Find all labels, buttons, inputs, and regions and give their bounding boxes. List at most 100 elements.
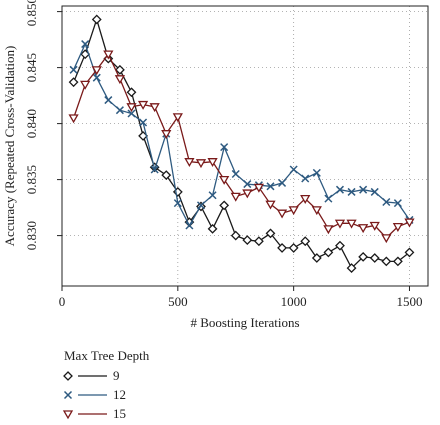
x-marker-stroke [335,185,345,194]
x-marker [382,197,391,207]
x-marker [173,199,182,208]
y-tick-label: 0.840 [24,109,39,138]
y-tick-label: 0.830 [24,221,39,250]
x-marker-stroke [347,187,356,196]
x-marker [185,221,194,230]
diamond-marker [335,240,345,251]
triangle-down-marker [161,130,172,139]
x-marker [243,180,252,189]
diamond-marker [161,170,172,181]
x-marker-stroke [139,118,148,127]
diamond-marker [277,243,287,253]
x-marker [335,185,345,194]
triangle-down-marker [219,175,230,185]
x-tick-label: 500 [168,294,188,309]
diamond-marker [63,371,73,381]
triangle-down-marker [276,209,288,219]
x-marker-stroke [289,165,298,174]
triangle-down-marker [172,113,183,123]
series-layer [68,14,415,273]
x-marker [139,118,148,127]
x-tick-label: 1000 [281,294,307,309]
legend-item-depth-15: 15 [62,406,126,421]
diamond-marker [346,263,357,273]
diamond-marker [126,87,137,98]
legend-label: 15 [113,406,126,420]
triangle-down-marker [149,103,160,113]
triangle-down-marker [323,225,334,235]
x-marker-stroke [104,96,113,105]
diamond-marker [392,256,403,267]
diamond-marker [358,251,369,262]
diamond-marker [68,77,79,88]
x-tick-label: 0 [59,294,66,309]
triangle-down-marker [126,103,137,113]
series-depth-9 [68,14,415,273]
x-axis-label: # Boosting Iterations [190,315,299,330]
x-marker [289,165,298,174]
triangle-down-marker [346,219,357,229]
diamond-marker [300,236,311,247]
series-line [73,42,411,227]
x-marker-stroke [81,40,90,49]
diamond-marker [288,243,299,253]
x-marker-stroke [220,143,229,152]
axis-ticks: 0 500 1000 1500 0.830 0.835 0.840 0.845 0.850 [24,0,422,309]
x-marker-stroke [208,191,217,200]
x-marker-stroke [69,65,78,74]
y-tick-label: 0.835 [24,165,39,194]
triangle-down-marker [300,194,311,204]
diamond-marker [404,247,415,258]
x-marker-stroke [243,180,252,189]
diamond-marker [242,235,253,245]
triangle-down-marker [404,218,415,228]
triangle-down-marker [265,200,276,210]
triangle-down-marker [334,219,346,229]
legend-label: 12 [113,387,126,402]
x-marker [196,201,206,210]
x-marker-stroke [370,187,379,196]
x-marker-stroke [266,182,275,191]
diamond-marker [207,223,218,234]
x-marker-stroke [278,178,287,187]
x-marker-stroke [185,221,194,230]
triangle-down-marker [62,410,74,420]
x-marker [266,182,275,191]
x-marker [63,390,73,400]
x-marker-stroke [324,194,333,203]
legend-label: 9 [113,368,120,383]
x-marker [324,194,333,203]
diamond-marker [369,253,380,263]
x-marker-stroke [115,106,124,115]
x-marker [359,185,368,194]
y-tick-label: 0.845 [24,53,39,82]
diamond-marker [230,230,241,241]
x-marker-stroke [150,165,159,174]
legend-item-depth-9: 9 [63,368,120,383]
x-marker [231,169,240,179]
x-marker [220,143,229,152]
x-marker [312,168,321,177]
series-line [72,52,410,239]
x-marker [347,187,356,196]
x-marker-stroke [173,199,182,208]
x-marker-stroke [231,169,240,179]
x-marker-stroke [196,201,206,210]
x-marker [208,191,217,200]
triangle-down-marker [288,206,299,216]
triangle-down-marker [195,159,207,169]
plot-frame [61,5,429,287]
x-marker [370,187,379,196]
x-marker [92,73,101,82]
diamond-marker [114,64,125,75]
diamond-marker [219,200,230,211]
triangle-down-marker [381,234,392,244]
x-marker-stroke [127,109,136,118]
diamond-marker [91,14,102,25]
y-axis-label: Accuracy (Repeated Cross-Validation) [2,46,17,247]
x-marker-stroke [312,168,321,177]
x-marker-stroke [301,174,310,183]
x-tick-label: 1500 [396,294,422,309]
